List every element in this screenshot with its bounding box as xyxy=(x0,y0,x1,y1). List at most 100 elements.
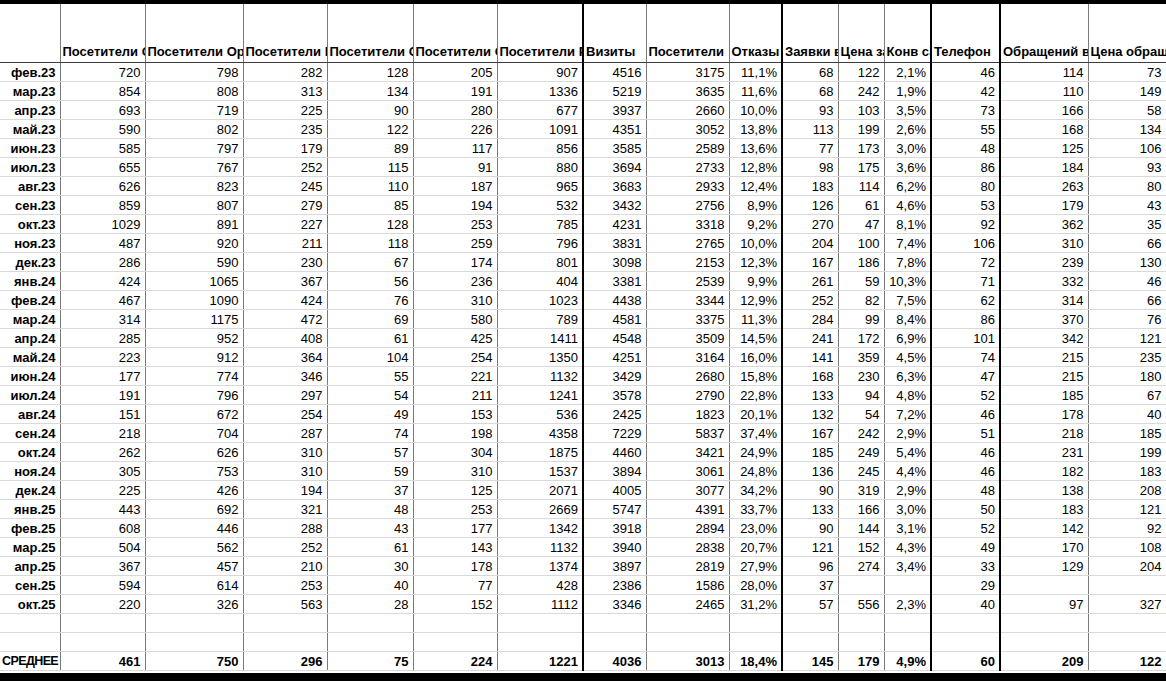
cell[interactable]: 693 xyxy=(60,101,145,120)
cell[interactable]: 235 xyxy=(243,120,327,139)
cell[interactable]: 3,1% xyxy=(884,519,931,538)
cell[interactable]: 2589 xyxy=(646,139,729,158)
cell[interactable]: 141 xyxy=(782,348,838,367)
cell[interactable]: 4036 xyxy=(583,652,646,671)
cell[interactable]: 7,5% xyxy=(884,291,931,310)
row-label[interactable]: мар.24 xyxy=(0,310,60,329)
cell[interactable]: 720 xyxy=(60,63,145,82)
row-label[interactable]: ноя.23 xyxy=(0,234,60,253)
cell[interactable]: 4460 xyxy=(583,443,646,462)
cell[interactable]: 332 xyxy=(1000,272,1088,291)
cell[interactable]: 4,4% xyxy=(884,462,931,481)
cell[interactable]: 145 xyxy=(782,652,838,671)
cell[interactable]: 24,8% xyxy=(729,462,782,481)
cell[interactable]: 115 xyxy=(327,158,413,177)
cell[interactable]: 23,0% xyxy=(729,519,782,538)
row-label[interactable]: дек.23 xyxy=(0,253,60,272)
cell[interactable] xyxy=(327,614,413,633)
cell[interactable]: 789 xyxy=(497,310,583,329)
cell[interactable]: 118 xyxy=(327,234,413,253)
cell[interactable]: 14,5% xyxy=(729,329,782,348)
cell[interactable] xyxy=(413,614,497,633)
cell[interactable]: 467 xyxy=(60,291,145,310)
cell[interactable] xyxy=(838,614,884,633)
cell[interactable]: 563 xyxy=(243,595,327,614)
column-header[interactable]: Посетители Органика Гугл xyxy=(145,4,243,63)
cell[interactable]: 28,0% xyxy=(729,576,782,595)
cell[interactable]: 2819 xyxy=(646,557,729,576)
cell[interactable]: 230 xyxy=(243,253,327,272)
cell[interactable]: 12,3% xyxy=(729,253,782,272)
cell[interactable]: 152 xyxy=(838,538,884,557)
cell[interactable]: 183 xyxy=(1000,500,1088,519)
cell[interactable]: 590 xyxy=(60,120,145,139)
cell[interactable]: 279 xyxy=(243,196,327,215)
cell[interactable]: 86 xyxy=(931,310,1000,329)
cell[interactable]: 101 xyxy=(931,329,1000,348)
cell[interactable]: 536 xyxy=(497,405,583,424)
cell[interactable]: 215 xyxy=(1000,348,1088,367)
cell[interactable]: 12,8% xyxy=(729,158,782,177)
cell[interactable]: 8,4% xyxy=(884,310,931,329)
cell[interactable]: 80 xyxy=(931,177,1000,196)
cell[interactable]: 37,4% xyxy=(729,424,782,443)
cell[interactable]: 608 xyxy=(60,519,145,538)
cell[interactable]: 191 xyxy=(60,386,145,405)
cell[interactable]: 5837 xyxy=(646,424,729,443)
cell[interactable]: 58 xyxy=(1088,101,1166,120)
cell[interactable]: 172 xyxy=(838,329,884,348)
cell[interactable]: 8,9% xyxy=(729,196,782,215)
cell[interactable]: 20,7% xyxy=(729,538,782,557)
cell[interactable]: 85 xyxy=(327,196,413,215)
cell[interactable]: 7229 xyxy=(583,424,646,443)
cell[interactable]: 10,0% xyxy=(729,101,782,120)
cell[interactable] xyxy=(884,633,931,652)
cell[interactable]: 3683 xyxy=(583,177,646,196)
cell[interactable]: 173 xyxy=(838,139,884,158)
cell[interactable]: 252 xyxy=(243,538,327,557)
cell[interactable]: 68 xyxy=(782,63,838,82)
column-header[interactable]: Визиты xyxy=(583,4,646,63)
cell[interactable]: 72 xyxy=(931,253,1000,272)
cell[interactable]: 60 xyxy=(931,652,1000,671)
cell[interactable]: 594 xyxy=(60,576,145,595)
cell[interactable]: 46 xyxy=(931,63,1000,82)
cell[interactable]: 104 xyxy=(327,348,413,367)
cell[interactable]: 4438 xyxy=(583,291,646,310)
cell[interactable]: 24,9% xyxy=(729,443,782,462)
cell[interactable]: 52 xyxy=(931,519,1000,538)
column-header[interactable]: Цена обращения xyxy=(1088,4,1166,63)
cell[interactable] xyxy=(884,576,931,595)
cell[interactable]: 1336 xyxy=(497,82,583,101)
cell[interactable]: 46 xyxy=(931,462,1000,481)
cell[interactable]: 2838 xyxy=(646,538,729,557)
cell[interactable]: 86 xyxy=(931,158,1000,177)
cell[interactable]: 280 xyxy=(413,101,497,120)
cell[interactable]: 73 xyxy=(1088,63,1166,82)
cell[interactable]: 125 xyxy=(1000,139,1088,158)
cell[interactable]: 152 xyxy=(413,595,497,614)
row-label[interactable]: мар.25 xyxy=(0,538,60,557)
cell[interactable]: 424 xyxy=(243,291,327,310)
cell[interactable]: 1221 xyxy=(497,652,583,671)
cell[interactable] xyxy=(884,614,931,633)
cell[interactable]: 310 xyxy=(243,443,327,462)
cell[interactable]: 97 xyxy=(1000,595,1088,614)
cell[interactable]: 18,4% xyxy=(729,652,782,671)
cell[interactable] xyxy=(646,614,729,633)
cell[interactable]: 4391 xyxy=(646,500,729,519)
cell[interactable] xyxy=(60,614,145,633)
cell[interactable]: 99 xyxy=(838,310,884,329)
cell[interactable]: 4581 xyxy=(583,310,646,329)
cell[interactable]: 253 xyxy=(413,215,497,234)
cell[interactable]: 2680 xyxy=(646,367,729,386)
cell[interactable]: 4,5% xyxy=(884,348,931,367)
cell[interactable]: 346 xyxy=(243,367,327,386)
cell[interactable]: 3052 xyxy=(646,120,729,139)
cell[interactable]: 2894 xyxy=(646,519,729,538)
cell[interactable]: 428 xyxy=(497,576,583,595)
cell[interactable]: 1132 xyxy=(497,367,583,386)
cell[interactable]: 242 xyxy=(838,82,884,101)
cell[interactable]: 211 xyxy=(243,234,327,253)
cell[interactable]: 1112 xyxy=(497,595,583,614)
